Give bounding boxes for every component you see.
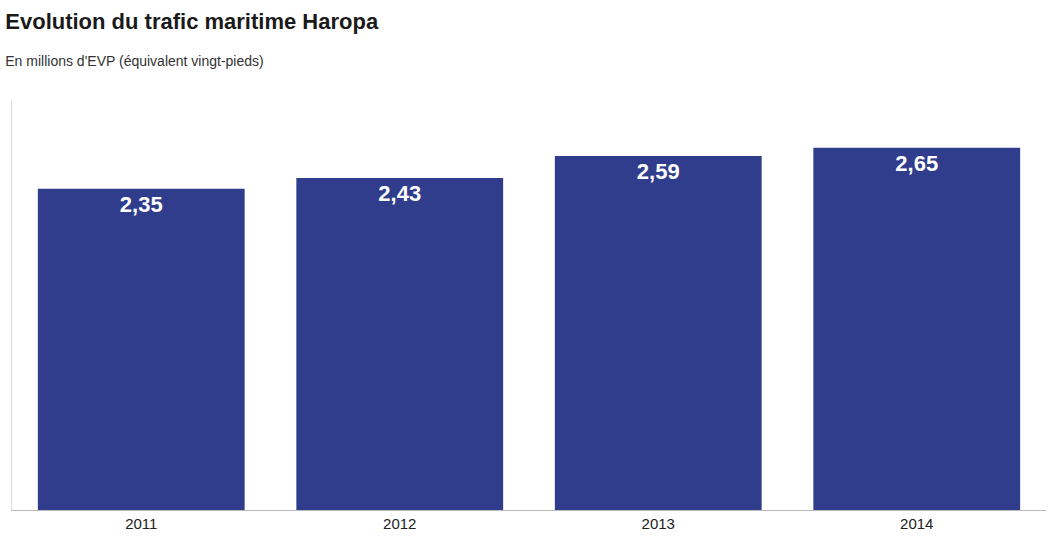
svg-text:En millions d'EVP (équivalent: En millions d'EVP (équivalent vingt-pied… (5, 53, 263, 69)
svg-text:2013: 2013 (642, 515, 675, 532)
svg-text:2014: 2014 (900, 515, 933, 532)
svg-text:2012: 2012 (383, 515, 416, 532)
svg-text:2011: 2011 (125, 515, 157, 532)
svg-text:2,59: 2,59 (637, 159, 680, 184)
svg-text:Evolution du trafic maritime H: Evolution du trafic maritime Haropa (5, 9, 379, 34)
svg-text:2,65: 2,65 (895, 151, 938, 176)
svg-text:2,35: 2,35 (120, 192, 163, 217)
svg-text:2,43: 2,43 (378, 181, 421, 206)
